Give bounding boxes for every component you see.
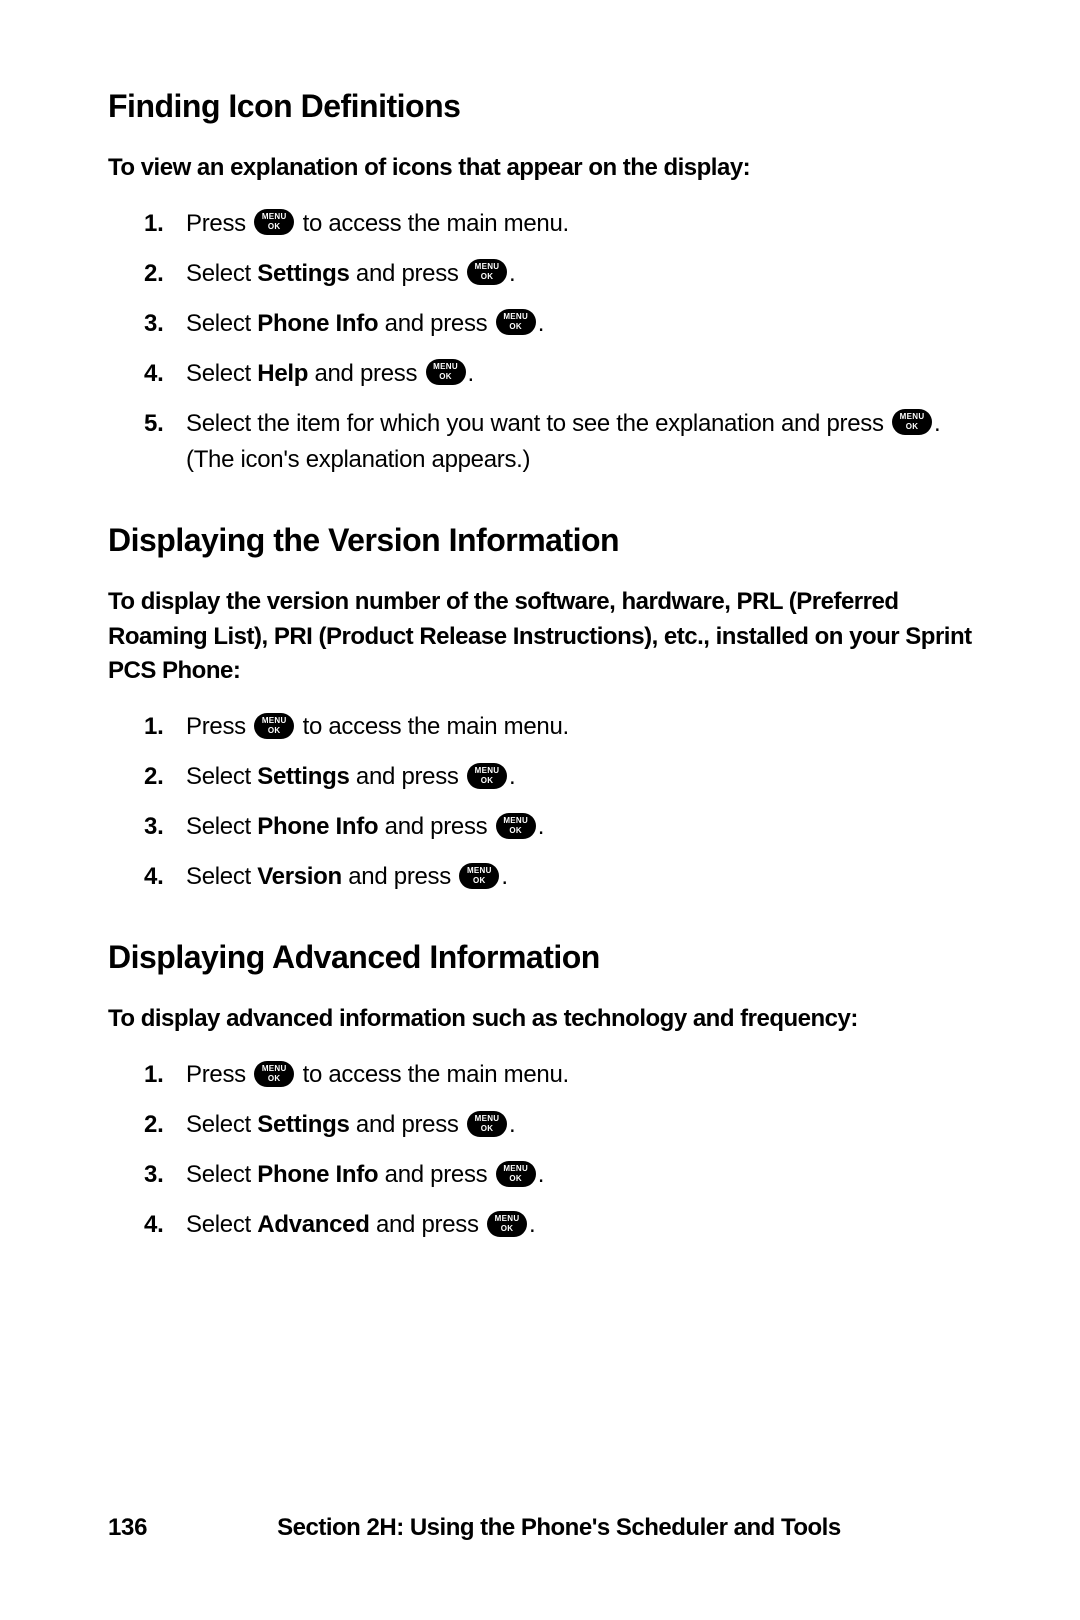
step-text: . [468,360,474,387]
step-text-bold: Phone Info [257,1161,378,1188]
step-text: . [538,813,544,840]
menu-ok-button-icon [467,1111,507,1137]
step-text: and press [342,863,457,890]
page-footer: 136 Section 2H: Using the Phone's Schedu… [108,1514,980,1542]
step-list: Press to access the main menu. Select Set… [108,1057,980,1243]
step-text: and press [378,310,493,337]
step-text: Select [186,1111,257,1138]
step-text: Select [186,1161,257,1188]
menu-ok-button-icon [459,863,499,889]
section-heading: Displaying Advanced Information [108,939,980,976]
step-text: . [509,260,515,287]
page-number: 136 [108,1514,147,1542]
footer-section-title: Section 2H: Using the Phone's Scheduler … [277,1514,841,1542]
step-text-bold: Advanced [257,1211,369,1238]
step-text: Select [186,1211,257,1238]
section-heading: Displaying the Version Information [108,522,980,559]
step-text: and press [350,763,465,790]
menu-ok-button-icon [426,359,466,385]
step-text: to access the main menu. [296,1061,569,1088]
step-text: Select [186,360,257,387]
menu-ok-button-icon [487,1211,527,1237]
step-text: Select [186,260,257,287]
step-item: Select Settings and press . [186,1107,980,1143]
step-text: Select [186,763,257,790]
step-text: and press [308,360,423,387]
step-item: Select the item for which you want to se… [186,406,980,478]
step-text: . [501,863,507,890]
step-text-bold: Phone Info [257,310,378,337]
step-text: . [529,1211,535,1238]
step-text: . [509,763,515,790]
menu-ok-button-icon [254,209,294,235]
menu-ok-button-icon [496,309,536,335]
step-text-bold: Settings [257,763,349,790]
menu-ok-button-icon [496,813,536,839]
menu-ok-button-icon [254,713,294,739]
step-item: Select Phone Info and press . [186,306,980,342]
step-text-bold: Settings [257,260,349,287]
step-item: Press to access the main menu. [186,709,980,745]
menu-ok-button-icon [467,763,507,789]
section-heading: Finding Icon Definitions [108,88,980,125]
menu-ok-button-icon [467,259,507,285]
step-item: Select Help and press . [186,356,980,392]
step-item: Select Phone Info and press . [186,809,980,845]
step-text: . [509,1111,515,1138]
step-text: and press [378,1161,493,1188]
section-intro: To view an explanation of icons that app… [108,151,980,186]
step-text: and press [350,1111,465,1138]
step-text: to access the main menu. [296,713,569,740]
step-text: and press [350,260,465,287]
menu-ok-button-icon [254,1061,294,1087]
step-text: Select [186,863,257,890]
step-text: Press [186,713,252,740]
step-text: to access the main menu. [296,210,569,237]
step-text: . [538,1161,544,1188]
step-text-bold: Phone Info [257,813,378,840]
step-item: Select Version and press . [186,859,980,895]
step-item: Select Advanced and press . [186,1207,980,1243]
step-item: Press to access the main menu. [186,1057,980,1093]
step-text-bold: Help [257,360,308,387]
step-text: Press [186,1061,252,1088]
step-item: Select Settings and press . [186,759,980,795]
menu-ok-button-icon [892,409,932,435]
step-text: Press [186,210,252,237]
step-text: . [538,310,544,337]
page-content: Finding Icon Definitions To view an expla… [108,88,980,1243]
step-text: Select [186,310,257,337]
step-list: Press to access the main menu. Select Set… [108,709,980,895]
step-list: Press to access the main menu. Select Set… [108,206,980,478]
step-item: Select Settings and press . [186,256,980,292]
step-item: Press to access the main menu. [186,206,980,242]
step-text-bold: Settings [257,1111,349,1138]
step-text: and press [378,813,493,840]
step-text: and press [370,1211,485,1238]
step-text: Select the item for which you want to se… [186,410,890,437]
step-text-bold: Version [257,863,342,890]
section-intro: To display the version number of the sof… [108,585,980,689]
step-text: Select [186,813,257,840]
section-intro: To display advanced information such as … [108,1002,980,1037]
menu-ok-button-icon [496,1161,536,1187]
step-item: Select Phone Info and press . [186,1157,980,1193]
